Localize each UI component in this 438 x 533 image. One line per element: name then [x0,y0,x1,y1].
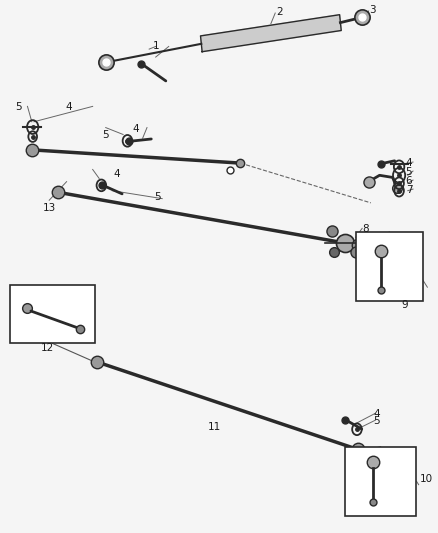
Text: 5: 5 [15,102,22,112]
Text: 1: 1 [152,42,159,52]
Text: 6: 6 [406,176,412,186]
Text: 9: 9 [401,300,408,310]
Text: 5: 5 [373,416,380,426]
Text: 4: 4 [406,158,412,168]
Polygon shape [201,15,341,52]
Text: 11: 11 [208,422,221,432]
Text: 10: 10 [420,474,433,483]
Text: 7: 7 [406,185,412,195]
Text: 8: 8 [362,224,369,235]
Text: 13: 13 [42,203,56,213]
Text: 4: 4 [133,124,139,134]
Text: 4: 4 [373,409,380,419]
Text: 4: 4 [113,169,120,179]
Text: 5: 5 [155,191,161,201]
Text: 2: 2 [276,7,283,17]
Text: 3: 3 [369,5,375,15]
Bar [345,447,417,516]
Text: 12: 12 [40,343,53,353]
Text: 5: 5 [406,167,412,177]
Text: 4: 4 [65,102,72,112]
Bar [356,232,423,301]
Text: 5: 5 [102,130,109,140]
Bar [10,285,95,343]
